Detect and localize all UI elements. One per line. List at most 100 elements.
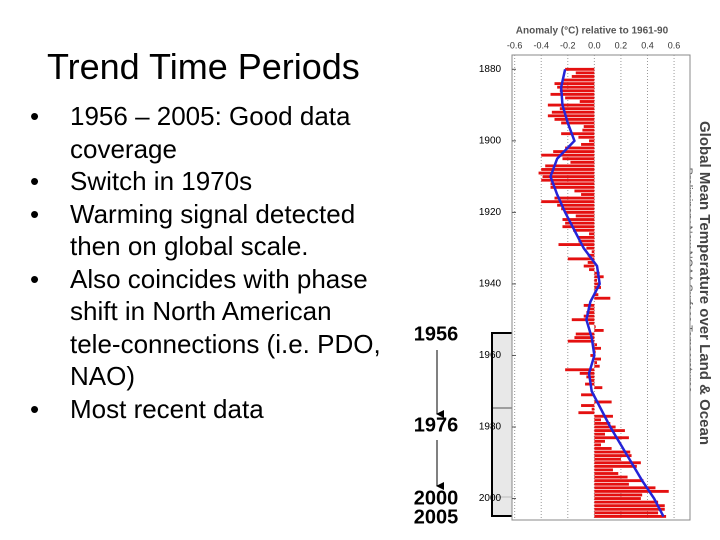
bullet: 1956 – 2005: Good data coverage — [30, 100, 385, 165]
bar — [594, 418, 601, 422]
bar — [557, 203, 595, 207]
bar — [594, 421, 611, 425]
bar — [589, 321, 595, 325]
bar — [594, 464, 637, 468]
bar — [571, 318, 595, 322]
bar — [541, 200, 595, 204]
bar — [562, 225, 595, 229]
bar — [571, 75, 595, 78]
bar — [538, 171, 595, 175]
bar — [567, 257, 595, 261]
bar — [581, 393, 595, 397]
bar — [589, 268, 595, 272]
bar — [594, 325, 596, 329]
y-tick-label: 2000 — [479, 493, 502, 504]
x-tick-label: 0.6 — [668, 40, 681, 50]
bar — [594, 282, 600, 286]
bar — [565, 96, 595, 100]
bar — [565, 67, 595, 71]
bar — [574, 336, 595, 340]
y-tick-label: 1920 — [479, 207, 502, 218]
bar — [581, 193, 595, 196]
bar — [561, 207, 595, 211]
x-tick-label: 0.4 — [641, 40, 654, 50]
bar — [567, 339, 595, 343]
timeline-label: 2000 — [414, 487, 459, 509]
bar — [594, 489, 669, 493]
bar — [594, 364, 600, 368]
bar — [594, 504, 665, 508]
bar — [565, 210, 595, 214]
y-tick-label: 1880 — [479, 64, 502, 75]
bar — [550, 92, 595, 96]
x-tick-label: -0.2 — [560, 40, 576, 50]
bar — [594, 461, 641, 465]
chart-title: Anomaly (°C) relative to 1961-90 — [516, 26, 669, 37]
side-title: Global Mean Temperature over Land & Ocea… — [696, 121, 713, 445]
y-tick-label: 1980 — [479, 422, 502, 433]
bar — [594, 493, 643, 497]
bar — [554, 117, 595, 121]
bar — [594, 447, 612, 450]
bar — [594, 468, 613, 472]
bar — [581, 142, 595, 146]
bar — [565, 221, 595, 225]
bar — [594, 357, 601, 361]
x-tick-label: -0.6 — [507, 40, 523, 50]
bar — [581, 404, 595, 407]
bar — [562, 157, 595, 161]
bar — [578, 135, 595, 139]
bar — [594, 457, 621, 461]
bar — [594, 436, 629, 440]
bar — [594, 486, 656, 490]
bar — [594, 429, 625, 433]
bar — [594, 472, 619, 475]
bar — [587, 253, 595, 257]
bar — [589, 232, 595, 236]
bar — [587, 261, 595, 264]
bar — [586, 311, 595, 314]
bar — [590, 354, 595, 357]
bar — [594, 450, 631, 454]
bar — [554, 196, 595, 200]
bar — [589, 379, 595, 382]
bar — [594, 386, 603, 390]
bar — [547, 103, 595, 107]
bar — [591, 250, 595, 254]
bar — [594, 479, 644, 483]
bar — [579, 100, 595, 103]
timeline-label: 1956 — [414, 323, 459, 345]
bar — [578, 235, 595, 239]
bar — [594, 400, 612, 404]
bar — [594, 507, 665, 511]
bar — [594, 328, 604, 332]
bar — [561, 121, 595, 125]
bar — [541, 168, 595, 171]
bar — [589, 139, 595, 143]
bar — [594, 293, 599, 297]
bar — [562, 218, 595, 221]
bar — [594, 482, 629, 486]
bar — [575, 214, 595, 218]
bar — [594, 296, 611, 300]
bar — [594, 361, 598, 365]
bar — [561, 132, 595, 136]
bar — [553, 150, 595, 154]
bar — [558, 243, 595, 247]
bullet: Most recent data — [30, 393, 385, 426]
bullet: Warming signal detected then on global s… — [30, 198, 385, 263]
bar — [565, 368, 595, 372]
bar — [586, 246, 595, 250]
bar — [565, 146, 595, 150]
bar — [550, 182, 595, 186]
y-tick-label: 1960 — [479, 350, 502, 361]
bar — [574, 189, 595, 193]
bar — [554, 82, 595, 86]
bar — [594, 346, 601, 350]
x-tick-label: -0.4 — [533, 40, 549, 50]
bar — [579, 371, 595, 375]
bar — [557, 85, 595, 89]
bar — [551, 110, 595, 114]
x-tick-label: 0.0 — [588, 40, 601, 50]
